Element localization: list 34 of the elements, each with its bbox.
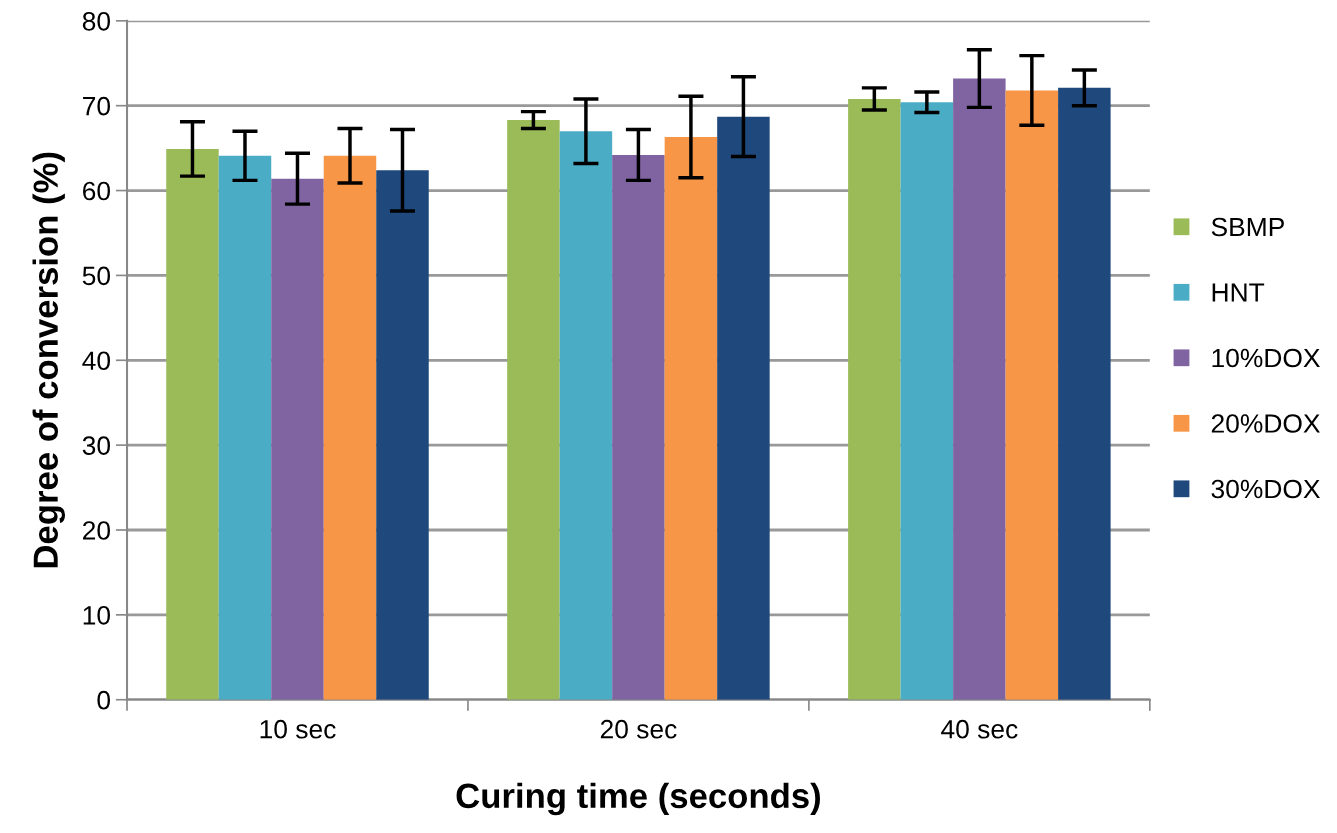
bar [900,102,954,700]
y-tick-label: 80 [82,11,111,31]
bar [559,131,613,700]
y-tick-label: 60 [83,181,111,201]
legend-label: 20%DOX [1211,414,1320,433]
bar [664,137,718,700]
bar [1058,87,1111,700]
bar [717,116,770,700]
bar [271,178,324,700]
bar [848,98,901,700]
legend-label: SBMP [1211,217,1284,237]
x-axis-title: Curing time (seconds) [456,782,820,816]
bar [507,120,560,700]
x-tick-label: 40 sec [941,719,1018,739]
y-tick-label: 20 [83,521,111,540]
legend-label: HNT [1212,283,1265,302]
y-tick-label: 40 [82,351,111,371]
y-tick-label: 10 [83,605,111,625]
bar [166,148,219,700]
y-tick-label: 30 [82,436,111,455]
x-tick-label: 10 sec [260,719,336,739]
bar [953,78,1006,700]
x-tick-label: 20 sec [600,719,677,739]
bar [218,155,272,700]
y-tick-label: 70 [83,96,111,116]
y-tick-label: 0 [97,690,111,710]
bar [376,170,429,700]
bar [1005,90,1059,700]
bar [323,155,377,700]
y-axis-title: Degree of conversion (%) [32,152,66,568]
legend-label: 30%DOX [1211,479,1320,499]
bar [612,154,665,700]
legend-label: 10%DOX [1212,348,1320,368]
y-tick-label: 50 [82,266,111,286]
